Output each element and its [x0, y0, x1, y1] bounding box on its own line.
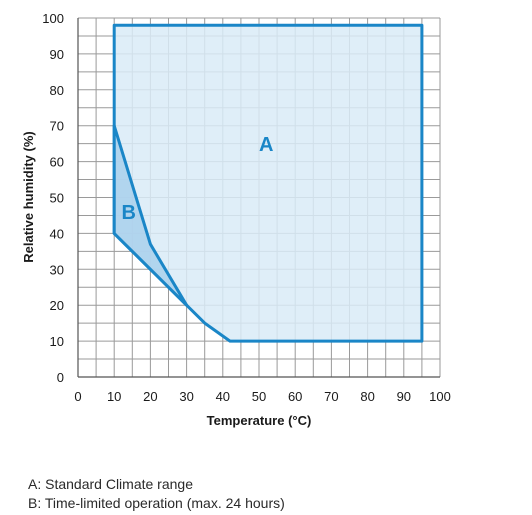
- y-tick-label: 40: [50, 226, 64, 241]
- y-tick-label: 90: [50, 47, 64, 62]
- x-tick-label: 30: [179, 389, 193, 404]
- y-tick-label: 10: [50, 334, 64, 349]
- y-tick-label: 50: [50, 191, 64, 206]
- y-tick-label: 60: [50, 155, 64, 170]
- x-tick-label: 70: [324, 389, 338, 404]
- legend-item-a: A: Standard Climate range: [28, 476, 193, 492]
- y-tick-label: 30: [50, 262, 64, 277]
- y-tick-label: 70: [50, 119, 64, 134]
- y-tick-label: 80: [50, 83, 64, 98]
- region-b-label: B: [121, 202, 135, 224]
- region-b-area: [112, 124, 189, 307]
- x-tick-label: 80: [360, 389, 374, 404]
- x-tick-label: 0: [74, 389, 81, 404]
- region-a-label: A: [259, 134, 273, 156]
- x-tick-label: 50: [252, 389, 266, 404]
- regions: AB: [112, 23, 424, 343]
- region-a-area: [112, 23, 424, 343]
- x-tick-label: 40: [216, 389, 230, 404]
- legend-item-b: B: Time-limited operation (max. 24 hours…: [28, 495, 285, 511]
- x-tick-label: 100: [429, 389, 451, 404]
- x-tick-label: 10: [107, 389, 121, 404]
- x-axis-title: Temperature (°C): [207, 413, 312, 428]
- y-tick-label: 0: [57, 370, 64, 385]
- x-tick-label: 90: [397, 389, 411, 404]
- y-tick-label: 20: [50, 298, 64, 313]
- x-tick-label: 60: [288, 389, 302, 404]
- y-tick-label: 100: [42, 11, 64, 26]
- tick-labels: 0 10 20 30 40 50 60 70 80 90 100 0 10 20 30 40 50 60 70 80 9…: [42, 11, 451, 404]
- x-tick-label: 20: [143, 389, 157, 404]
- y-axis-title: Relative humidity (%): [21, 131, 36, 262]
- climate-range-chart: AB 0 10 20 30 40 50 60 70 80 90 100010203040506070…: [21, 11, 451, 428]
